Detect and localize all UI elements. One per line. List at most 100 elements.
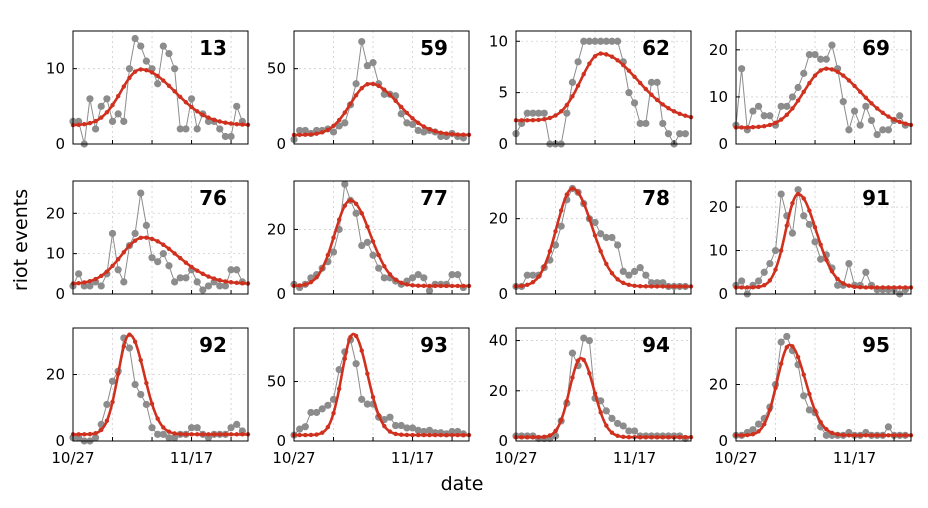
model-point [399, 432, 404, 437]
model-point [387, 429, 393, 434]
model-point [542, 434, 547, 440]
observed-point [771, 246, 780, 255]
model-point [127, 332, 132, 337]
model-point [784, 112, 790, 117]
model-point [172, 431, 177, 436]
model-point [857, 285, 863, 290]
observed-point [120, 278, 128, 286]
model-point [138, 67, 143, 72]
panel-62: 0 5 10 62 [489, 30, 694, 153]
model-point [807, 391, 812, 397]
model-point [183, 100, 189, 105]
model-point [558, 417, 564, 423]
model-point [200, 432, 206, 437]
observed-point [227, 132, 235, 141]
panel-frame [72, 327, 249, 442]
model-point [666, 284, 671, 289]
panel-frame [515, 327, 692, 442]
model-point [756, 284, 761, 290]
model-point [621, 62, 626, 68]
model-point [223, 279, 228, 284]
observed-point [597, 230, 605, 238]
model-point [570, 375, 575, 380]
model-point [626, 68, 632, 73]
model-point [359, 211, 364, 216]
panel-59: 0 50 59 [267, 30, 472, 153]
observed-point [557, 222, 565, 230]
y-tick-label: 10 [709, 88, 728, 106]
model-point [200, 112, 206, 117]
model-point [297, 132, 302, 138]
model-point [649, 92, 654, 97]
observed-point [341, 180, 349, 188]
observed-point [850, 107, 859, 115]
observed-point [108, 377, 117, 385]
model-point [166, 83, 172, 88]
observed-point [749, 107, 757, 115]
observed-point [614, 419, 622, 428]
model-point [683, 284, 688, 289]
observed-point [574, 58, 582, 66]
model-point [189, 432, 194, 437]
model-point [874, 285, 880, 290]
observed-point [681, 130, 689, 138]
model-point [874, 433, 880, 438]
observed-point [420, 274, 428, 282]
model-point [841, 432, 846, 438]
observed-point [159, 42, 167, 50]
observed-point [754, 420, 763, 428]
panel-frame [515, 30, 692, 145]
model-point [886, 285, 891, 290]
model-point [530, 117, 536, 123]
model-point [353, 93, 359, 98]
observed-point [375, 264, 383, 272]
y-tick-label: 0 [55, 432, 65, 450]
model-point [677, 111, 682, 117]
model-point [104, 418, 110, 424]
observed-point [551, 241, 560, 249]
model-point [745, 285, 750, 290]
model-point [869, 101, 874, 106]
model-point [790, 201, 795, 206]
model-point [166, 246, 172, 252]
panel-95: 0 20 10/27 11/17 95 [709, 327, 914, 467]
observed-point [312, 408, 321, 417]
y-tick-label: 0 [718, 432, 728, 450]
model-point [547, 248, 553, 254]
observed-point [448, 271, 456, 279]
observed-point [307, 408, 315, 417]
model-point [228, 280, 234, 285]
x-tick-label: 11/17 [833, 449, 876, 467]
model-point [626, 434, 632, 440]
model-point [621, 280, 626, 286]
model-point [745, 125, 750, 130]
observed-point [884, 423, 893, 431]
observed-point [154, 80, 162, 88]
model-point [87, 278, 93, 284]
model-point [575, 358, 581, 363]
observed-point [420, 427, 428, 436]
model-point [382, 423, 387, 429]
model-point [615, 58, 620, 63]
panel-label: 77 [420, 186, 448, 210]
model-point [553, 113, 558, 118]
observed-point [193, 278, 201, 286]
observed-point [585, 37, 593, 45]
panel-69: 0 10 20 69 [709, 30, 914, 153]
panel-93: 0 50 10/27 11/17 93 [267, 327, 472, 467]
model-point [807, 80, 812, 86]
model-point [564, 102, 570, 108]
observed-point [131, 34, 139, 43]
model-point [519, 283, 524, 289]
observed-point [182, 274, 190, 282]
observed-point [420, 128, 428, 136]
model-point [303, 432, 308, 438]
model-point [637, 80, 643, 86]
model-point [880, 433, 885, 438]
model-point [93, 431, 98, 436]
y-tick-label: 20 [489, 382, 508, 400]
y-tick-label: 5 [498, 84, 508, 102]
model-point [598, 51, 603, 56]
x-tick-label: 10/27 [494, 449, 537, 467]
